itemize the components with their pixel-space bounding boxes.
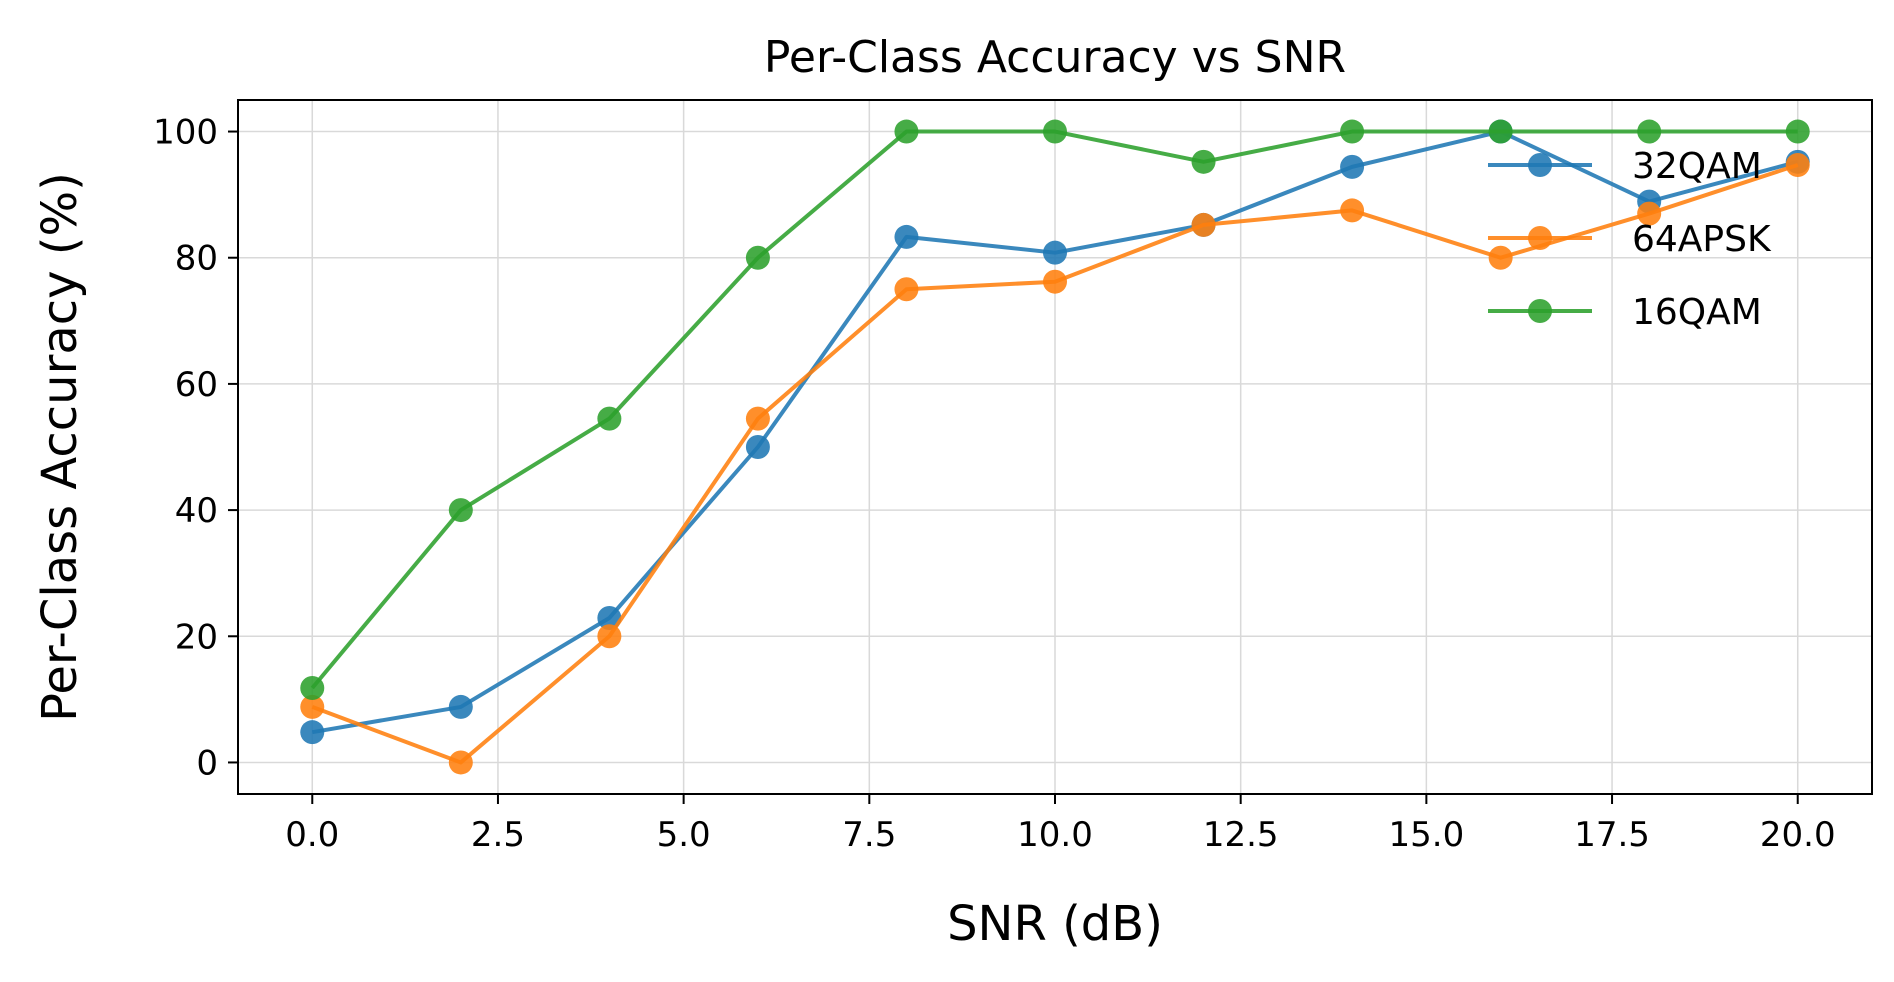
y-tick-label: 60	[175, 365, 218, 405]
series-16QAM	[300, 119, 1810, 701]
data-point	[1043, 240, 1067, 265]
y-tick-label: 0	[196, 743, 218, 783]
data-point	[300, 694, 325, 719]
legend-item: 16QAM	[1488, 292, 1762, 333]
y-tick-label: 80	[175, 239, 218, 279]
data-point	[894, 224, 919, 249]
legend-label: 16QAM	[1632, 292, 1762, 333]
data-point	[300, 676, 325, 701]
data-point	[597, 624, 622, 649]
data-point	[448, 498, 473, 523]
data-point	[1637, 201, 1662, 226]
data-point	[894, 119, 919, 144]
legend-label: 64APSK	[1632, 219, 1772, 260]
legend-item: 64APSK	[1488, 219, 1772, 260]
data-point	[300, 720, 325, 745]
x-tick-label: 15.0	[1389, 815, 1465, 855]
data-point	[1488, 245, 1513, 270]
x-tick-label: 5.0	[657, 815, 711, 855]
x-axis: 0.0 2.5 5.0 7.5 10.0 12.5 15.0 17.5 20.0	[285, 794, 1836, 855]
y-axis-label: Per-Class Accuracy (%)	[32, 172, 88, 722]
data-point	[1488, 119, 1513, 144]
y-axis: 0 20 40 60 80 100	[153, 113, 238, 783]
data-point	[448, 694, 473, 719]
x-tick-label: 17.5	[1574, 815, 1650, 855]
data-point	[745, 406, 770, 431]
data-point	[1340, 119, 1365, 144]
x-tick-label: 20.0	[1760, 815, 1836, 855]
x-tick-label: 10.0	[1017, 815, 1093, 855]
data-point	[1340, 198, 1365, 223]
x-tick-label: 12.5	[1203, 815, 1279, 855]
x-tick-label: 7.5	[842, 815, 896, 855]
y-tick-label: 100	[153, 113, 218, 153]
data-point	[745, 435, 770, 459]
data-point	[745, 245, 770, 270]
x-axis-label: SNR (dB)	[947, 896, 1163, 952]
legend-marker	[1528, 226, 1552, 250]
legend-item: 32QAM	[1488, 146, 1762, 187]
data-point	[1785, 119, 1810, 144]
y-tick-label: 20	[175, 617, 218, 657]
data-point	[448, 750, 473, 775]
series-layer	[300, 119, 1810, 775]
legend: 32QAM 64APSK 16QAM	[1488, 146, 1772, 333]
legend-marker	[1528, 153, 1552, 177]
data-point	[1637, 119, 1662, 144]
data-point	[894, 277, 919, 302]
data-point	[1191, 212, 1216, 237]
y-tick-label: 40	[175, 491, 218, 531]
x-tick-label: 0.0	[285, 815, 339, 855]
data-point	[1043, 269, 1067, 294]
data-point	[1043, 119, 1067, 144]
data-point	[597, 406, 622, 431]
legend-label: 32QAM	[1632, 146, 1762, 187]
data-point	[1191, 149, 1216, 174]
legend-marker	[1528, 299, 1552, 323]
grid	[238, 100, 1872, 794]
chart-title: Per-Class Accuracy vs SNR	[764, 32, 1346, 83]
x-tick-label: 2.5	[471, 815, 525, 855]
data-point	[1785, 152, 1810, 177]
data-point	[1340, 154, 1365, 179]
